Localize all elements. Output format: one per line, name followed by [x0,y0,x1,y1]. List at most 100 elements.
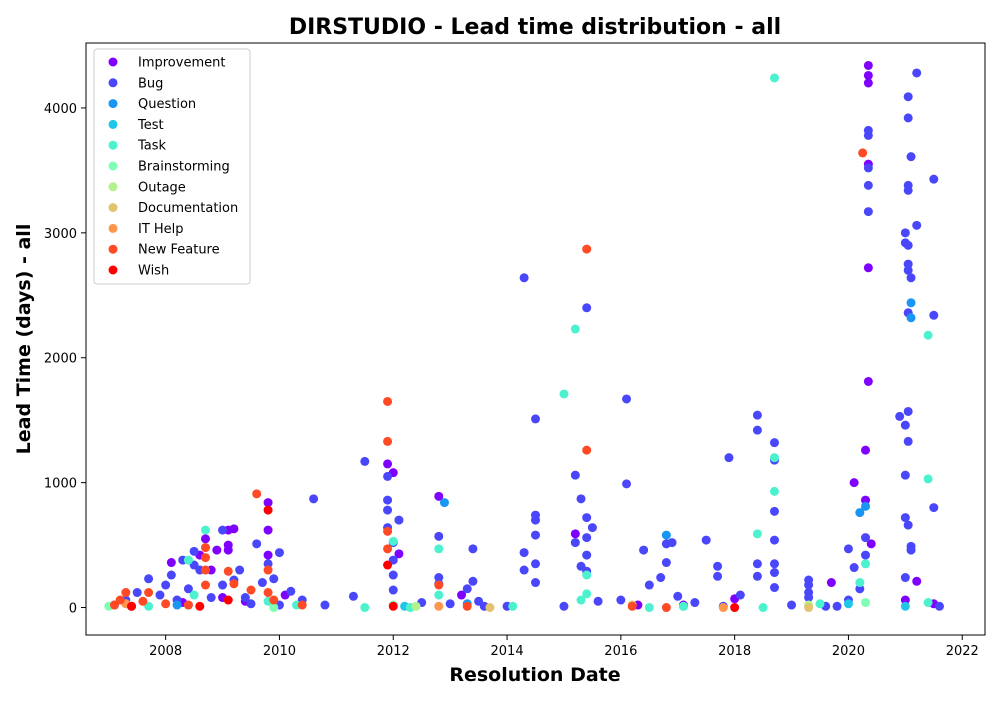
data-point [587,523,597,533]
data-point [861,550,871,560]
data-point [388,585,398,595]
data-point [394,515,404,525]
data-point [434,531,444,541]
chart-title: DIRSTUDIO - Lead time distribution - all [289,15,781,40]
data-point [383,396,393,406]
data-point [434,491,444,501]
data-point [115,595,125,605]
data-point [582,533,592,543]
legend-label: Test [137,118,164,133]
data-point [144,588,154,598]
data-point [855,508,865,518]
data-point [246,585,256,595]
data-point [769,559,779,569]
data-point [804,580,814,590]
data-point [257,578,267,588]
data-point [863,180,873,190]
y-tick-label: 3000 [44,227,77,242]
data-point [912,576,922,586]
legend-label: Question [138,97,196,112]
data-point [121,588,131,598]
data-point [183,555,193,565]
data-point [855,584,865,594]
data-point [559,389,569,399]
data-point [462,584,472,594]
legend-label: Bug [138,76,163,91]
data-point [923,474,933,484]
legend-box [93,48,251,285]
data-point [906,313,916,323]
data-point [900,470,910,480]
data-point [769,438,779,448]
data-point [622,479,632,489]
data-point [900,513,910,523]
data-point [912,220,922,230]
data-point [508,601,518,611]
x-tick-label: 2020 [832,644,865,659]
data-point [570,529,580,539]
data-point [724,453,734,463]
legend-label: Documentation [138,201,238,216]
y-tick-label: 4000 [44,102,77,117]
data-point [863,163,873,173]
data-point [519,273,529,283]
data-points [104,60,944,613]
data-point [223,545,233,555]
data-point [582,589,592,599]
data-point [218,580,228,590]
data-point [903,113,913,123]
data-point [616,595,626,605]
data-point [263,565,273,575]
data-point [863,78,873,88]
data-point [752,410,762,420]
legend-marker [108,244,118,254]
x-tick-label: 2022 [946,644,979,659]
data-point [155,590,165,600]
data-point [903,185,913,195]
data-point [263,498,273,508]
data-point [360,456,370,466]
data-point [144,574,154,584]
data-point [360,603,370,613]
x-axis-label: Resolution Date [449,664,620,686]
data-point [735,590,745,600]
data-point [531,530,540,540]
data-point [189,590,199,600]
legend: Improvement Bug Question Test Task Brainstorm… [93,48,251,285]
data-point [895,411,905,421]
data-point [206,593,216,603]
data-point [730,603,740,613]
data-point [263,588,273,598]
data-point [183,600,193,610]
data-point [582,570,592,580]
data-point [923,598,933,608]
data-point [866,539,876,549]
data-point [582,445,592,455]
data-point [903,406,913,416]
data-point [582,550,592,560]
data-point [769,583,779,593]
x-tick-label: 2016 [604,644,637,659]
data-point [485,603,495,613]
legend-marker [108,119,118,129]
data-point [286,586,296,596]
data-point [826,578,836,588]
data-point [189,546,199,556]
data-point [383,526,393,536]
data-point [667,538,677,548]
data-point [863,125,873,135]
data-point [906,298,916,308]
data-point [644,580,654,590]
data-point [434,573,444,583]
data-point [434,590,444,600]
data-point [861,501,871,511]
legend-marker [108,78,118,88]
data-point [718,603,728,613]
data-point [900,420,910,430]
data-point [713,571,723,581]
legend-marker [108,99,118,109]
data-point [263,550,273,560]
y-tick-label: 0 [69,602,77,617]
data-point [678,601,688,611]
data-point [661,530,671,540]
